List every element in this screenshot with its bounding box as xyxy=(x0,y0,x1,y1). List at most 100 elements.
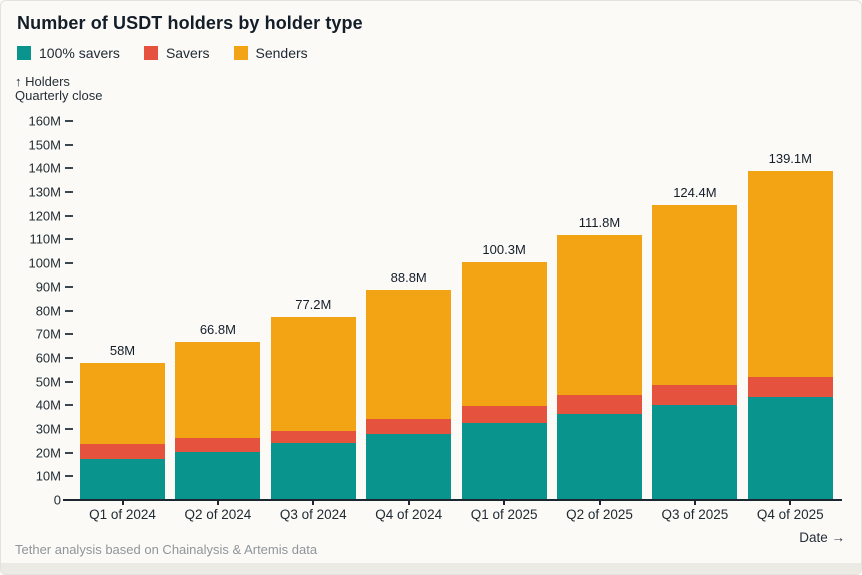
bar-segment-100-savers[interactable] xyxy=(366,433,452,500)
bar-segment-100-savers[interactable] xyxy=(80,458,165,500)
chart-title: Number of USDT holders by holder type xyxy=(17,13,363,33)
y-tick-mark xyxy=(65,167,73,170)
bar-segment-savers[interactable] xyxy=(175,438,261,452)
x-tick-label: Q3 of 2024 xyxy=(279,507,347,522)
x-tick-mark xyxy=(121,500,124,505)
bar-segment-senders[interactable] xyxy=(366,289,452,420)
legend-label: Senders xyxy=(255,45,308,61)
bar-total-label: 66.8M xyxy=(199,321,236,337)
bar-segment-senders[interactable] xyxy=(80,362,165,445)
bar-segment-savers[interactable] xyxy=(747,376,833,398)
bar-segment-senders[interactable] xyxy=(652,205,738,386)
legend-item-senders[interactable]: Senders xyxy=(233,45,308,61)
y-tick-label: 140M xyxy=(28,160,61,176)
y-tick-mark xyxy=(65,404,73,407)
bar-segment-senders[interactable] xyxy=(747,170,833,377)
bar-segment-100-savers[interactable] xyxy=(461,423,547,500)
legend-item-savers[interactable]: Savers xyxy=(143,45,210,61)
source-note: Tether analysis based on Chainalysis & A… xyxy=(15,542,318,557)
bar-total-label: 124.4M xyxy=(673,185,717,201)
x-tick-label: Q2 of 2025 xyxy=(566,507,633,522)
bar-segment-100-savers[interactable] xyxy=(175,451,261,500)
bar-segment-savers[interactable] xyxy=(270,430,356,444)
x-tick-label: Q1 of 2025 xyxy=(470,507,538,522)
legend-swatch-icon xyxy=(143,46,158,60)
x-tick-label: Q3 of 2025 xyxy=(661,507,729,522)
bar-segment-100-savers[interactable] xyxy=(747,397,833,500)
x-tick-label: Q2 of 2024 xyxy=(184,507,252,522)
y-tick-label: 20M xyxy=(35,445,61,461)
bar-segment-savers[interactable] xyxy=(461,406,547,424)
y-tick-label: 160M xyxy=(28,113,61,129)
y-tick-label: 30M xyxy=(35,421,61,437)
legend-label: 100% savers xyxy=(39,45,120,61)
legend-swatch-icon xyxy=(233,46,248,60)
y-tick-mark xyxy=(65,380,73,383)
bar-segment-100-savers[interactable] xyxy=(270,443,356,500)
bar-total-label: 58M xyxy=(109,342,136,358)
y-tick-mark xyxy=(65,427,73,430)
y-tick-label: 60M xyxy=(35,350,61,366)
bar-segment-savers[interactable] xyxy=(557,395,642,414)
x-tick-mark xyxy=(693,500,696,505)
y-axis-sublabel: Quarterly close xyxy=(15,88,103,103)
bar-segment-senders[interactable] xyxy=(557,235,642,396)
y-axis-header: ↑ Holders Quarterly close xyxy=(15,75,102,103)
bar-segment-savers[interactable] xyxy=(80,444,165,459)
y-tick-mark xyxy=(65,143,73,146)
bar-total-label: 100.3M xyxy=(482,242,526,258)
x-tick-label: Q4 of 2025 xyxy=(756,507,824,522)
x-tick-label: Q4 of 2024 xyxy=(375,507,443,522)
bar-segment-senders[interactable] xyxy=(270,317,356,431)
bottom-strip xyxy=(1,563,861,574)
y-tick-mark xyxy=(65,120,73,122)
y-tick-label: 10M xyxy=(35,468,61,484)
y-tick-label: 100M xyxy=(28,255,61,271)
y-tick-mark xyxy=(65,333,73,336)
y-tick-mark xyxy=(65,475,73,478)
x-tick-mark xyxy=(407,500,410,505)
y-tick-mark xyxy=(65,262,73,265)
legend-item-100-savers[interactable]: 100% savers xyxy=(17,45,120,61)
bar-segment-savers[interactable] xyxy=(652,385,738,406)
y-tick-mark xyxy=(65,309,73,312)
y-tick-mark xyxy=(65,238,73,241)
y-axis-label: ↑ Holders xyxy=(15,74,70,89)
x-axis-line xyxy=(63,499,842,501)
bar-segment-100-savers[interactable] xyxy=(557,414,642,500)
legend: 100% savers Savers Senders xyxy=(17,45,308,61)
x-tick-mark xyxy=(503,500,506,505)
y-tick-label: 0 xyxy=(53,492,61,508)
x-tick-mark xyxy=(216,500,219,505)
bar-segment-senders[interactable] xyxy=(461,262,547,407)
y-tick-mark xyxy=(65,451,73,454)
y-tick-label: 80M xyxy=(35,303,61,318)
x-tick-mark xyxy=(598,500,601,505)
bar-total-label: 77.2M xyxy=(295,297,332,313)
y-tick-mark xyxy=(65,356,73,359)
y-tick-label: 70M xyxy=(35,326,61,342)
bar-total-label: 139.1M xyxy=(768,150,812,166)
y-tick-label: 110M xyxy=(29,231,61,247)
bar-segment-senders[interactable] xyxy=(175,341,261,439)
y-tick-mark xyxy=(65,214,73,217)
y-tick-label: 90M xyxy=(35,279,61,295)
bar-total-label: 88.8M xyxy=(390,269,427,285)
y-tick-label: 130M xyxy=(28,184,61,200)
bar-segment-100-savers[interactable] xyxy=(652,405,738,500)
x-tick-mark xyxy=(312,500,315,505)
bar-segment-savers[interactable] xyxy=(366,419,452,434)
y-tick-label: 50M xyxy=(35,374,61,390)
x-tick-label: Q1 of 2024 xyxy=(89,507,156,522)
legend-swatch-icon xyxy=(17,46,31,60)
y-tick-mark xyxy=(65,285,73,288)
x-tick-mark xyxy=(789,500,792,505)
x-axis-label: Date → xyxy=(799,530,845,545)
y-tick-label: 40M xyxy=(35,397,61,413)
legend-label: Savers xyxy=(165,45,210,61)
y-tick-label: 120M xyxy=(28,208,61,224)
y-tick-label: 150M xyxy=(28,137,61,153)
y-tick-mark xyxy=(65,191,73,194)
